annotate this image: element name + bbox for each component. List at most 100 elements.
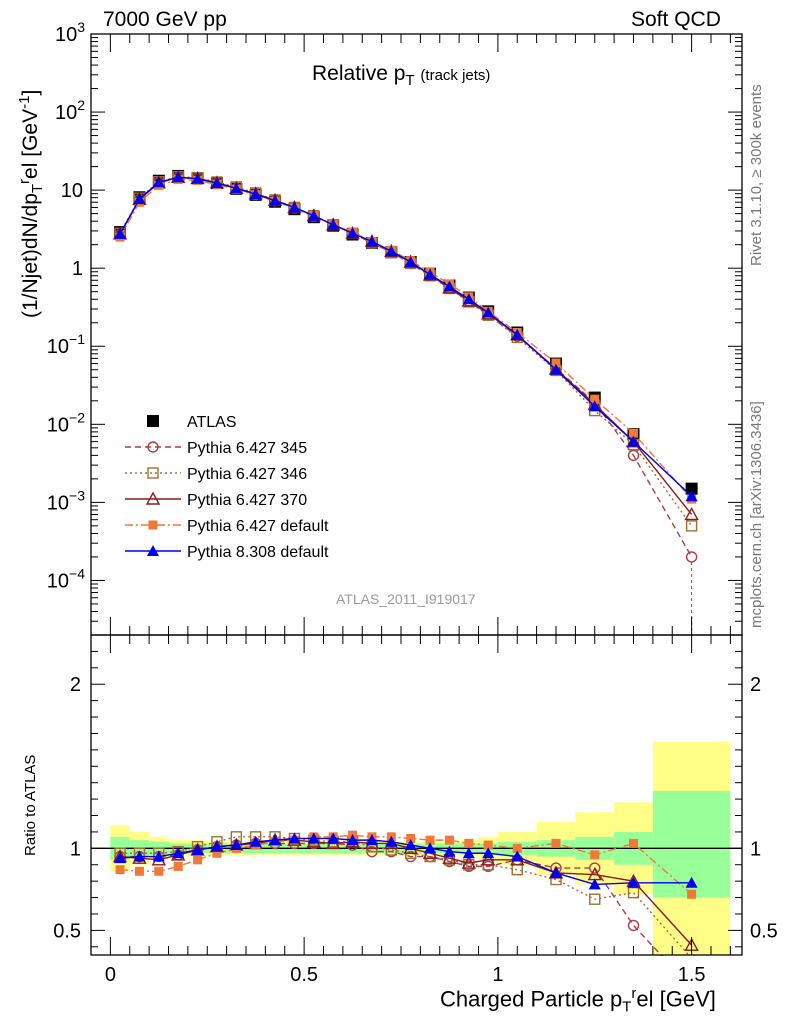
legend-label-2: Pythia 6.427 346 <box>187 466 307 483</box>
xlabel-part-sup: r <box>631 985 637 1002</box>
main-point-2-24 <box>685 520 698 532</box>
main-point-5-11 <box>327 218 340 230</box>
main-ytick-label-0: 10−4 <box>47 565 85 592</box>
ratio-point-3-2 <box>154 866 164 876</box>
main-point-4-23 <box>629 428 638 438</box>
ratio-xtick-label-1: 0.5 <box>290 964 318 986</box>
legend-marker-1 <box>147 441 159 453</box>
ratio-point-3-5 <box>212 848 222 858</box>
ratio-point-3-15 <box>406 833 416 843</box>
ylabel-part-sub: T <box>29 183 47 194</box>
ratio-point-3-0 <box>115 865 125 875</box>
ratio-xtick-label-2: 1 <box>492 964 503 986</box>
main-point-5-21 <box>550 363 562 375</box>
main-ytick-label-3: 10−1 <box>47 331 85 358</box>
main-ytick-label-1: 10−3 <box>47 487 85 514</box>
ratio-point-4-19 <box>482 847 495 859</box>
legend: ATLAS Pythia 6.427 345 Pythia 6.427 346 Pyt… <box>125 414 329 561</box>
ratio-point-4-22 <box>588 878 601 890</box>
ratio-point-0-22 <box>589 862 601 874</box>
ratio-panel-series <box>91 830 742 989</box>
legend-marker-2 <box>147 467 159 479</box>
ratio-xtick-label-3: 1.5 <box>678 964 706 986</box>
ratio-point-3-20 <box>512 843 522 853</box>
mcplots-reference-label: mcplots.cern.ch [arXiv:1306.3436] <box>748 401 765 628</box>
main-point-5-6 <box>230 182 243 194</box>
main-panel-series <box>112 169 699 635</box>
legend-label-1: Pythia 6.427 345 <box>187 440 307 457</box>
main-ytick-label-5: 10 <box>61 180 83 202</box>
main-point-4-21 <box>551 358 561 368</box>
ratio-point-2-19 <box>481 852 496 866</box>
ratio-point-4-4 <box>191 843 204 855</box>
xlabel-part-a: Charged Particle p <box>440 986 623 1012</box>
ratio-point-4-10 <box>307 832 320 844</box>
main-point-5-2 <box>152 176 165 188</box>
main-point-5-20 <box>511 328 524 340</box>
main-point-5-5 <box>210 177 223 189</box>
legend-label-5: Pythia 8.308 default <box>187 544 329 561</box>
legend-label-0: ATLAS <box>187 414 237 431</box>
ratio-point-3-19 <box>483 840 493 850</box>
ratio-point-3-18 <box>464 838 474 848</box>
ylabel-part-sup: r <box>16 178 33 184</box>
ratio-point-4-3 <box>172 847 185 859</box>
bottom-mask <box>31 956 786 1024</box>
ratio-point-4-17 <box>443 845 456 857</box>
main-point-5-14 <box>385 245 398 257</box>
ratio-point-4-14 <box>385 835 398 847</box>
main-point-5-16 <box>424 268 437 280</box>
ratio-point-4-6 <box>230 839 243 851</box>
ratio-point-3-1 <box>134 866 144 876</box>
ratio-point-3-16 <box>425 835 435 845</box>
ratio-point-2-17 <box>442 850 457 864</box>
ratio-point-3-22 <box>590 850 600 860</box>
main-line-3 <box>119 176 693 515</box>
ratio-point-4-8 <box>269 834 282 846</box>
main-point-1-24 <box>685 551 698 563</box>
main-point-5-19 <box>482 306 495 318</box>
ratio-point-0-23 <box>627 919 640 932</box>
x-axis-label: Charged Particle pTrel [GeV] <box>440 985 716 1016</box>
main-y-axis-label: (1/Njet)dN/dpTrel [GeV-1] <box>16 90 46 318</box>
ratio-point-1-22 <box>589 893 601 905</box>
header-energy-label: 7000 GeV pp <box>103 8 227 31</box>
legend-marker-4 <box>148 520 158 530</box>
ratio-point-4-9 <box>288 832 301 844</box>
main-ytick-label-4: 1 <box>72 258 83 280</box>
ratio-point-4-24 <box>685 876 698 888</box>
header-process-label: Soft QCD <box>631 8 721 31</box>
ratio-ytick-label-right-0: 0.5 <box>750 920 778 942</box>
legend-label-4: Pythia 6.427 default <box>187 518 329 535</box>
main-point-0-24 <box>685 482 698 495</box>
main-point-5-17 <box>443 280 456 292</box>
ratio-point-4-23 <box>627 876 640 888</box>
main-point-4-22 <box>590 394 600 404</box>
ratio-point-4-11 <box>327 832 340 844</box>
main-point-5-9 <box>288 201 301 213</box>
main-point-5-22 <box>588 400 601 412</box>
main-ytick-label-2: 10−2 <box>47 409 85 436</box>
main-point-5-24 <box>685 490 698 502</box>
main-point-5-18 <box>462 293 475 305</box>
ratio-point-2-18 <box>461 855 476 869</box>
plot-title-sub: T <box>405 72 415 90</box>
legend-marker-3 <box>145 491 161 505</box>
ratio-point-4-7 <box>249 835 262 847</box>
ratio-xtick-label-0: 0 <box>105 964 116 986</box>
ratio-point-4-21 <box>550 866 562 878</box>
main-point-1-23 <box>627 449 640 462</box>
main-point-3-24 <box>684 507 699 521</box>
ratio-y-axis-label: Ratio to ATLAS <box>22 754 39 856</box>
ratio-point-4-1 <box>133 850 146 862</box>
ratio-point-1-18 <box>463 859 475 871</box>
main-point-5-7 <box>249 188 262 200</box>
ylabel-part-a: (1/Njet)dN/dp <box>19 193 42 318</box>
ratio-point-4-15 <box>404 839 417 851</box>
axis-frames <box>31 33 786 1024</box>
ratio-point-3-23 <box>629 838 638 848</box>
ratio-point-3-24 <box>687 889 697 899</box>
ratio-ytick-label-left-1: 1 <box>70 838 81 860</box>
main-point-5-1 <box>133 192 146 204</box>
